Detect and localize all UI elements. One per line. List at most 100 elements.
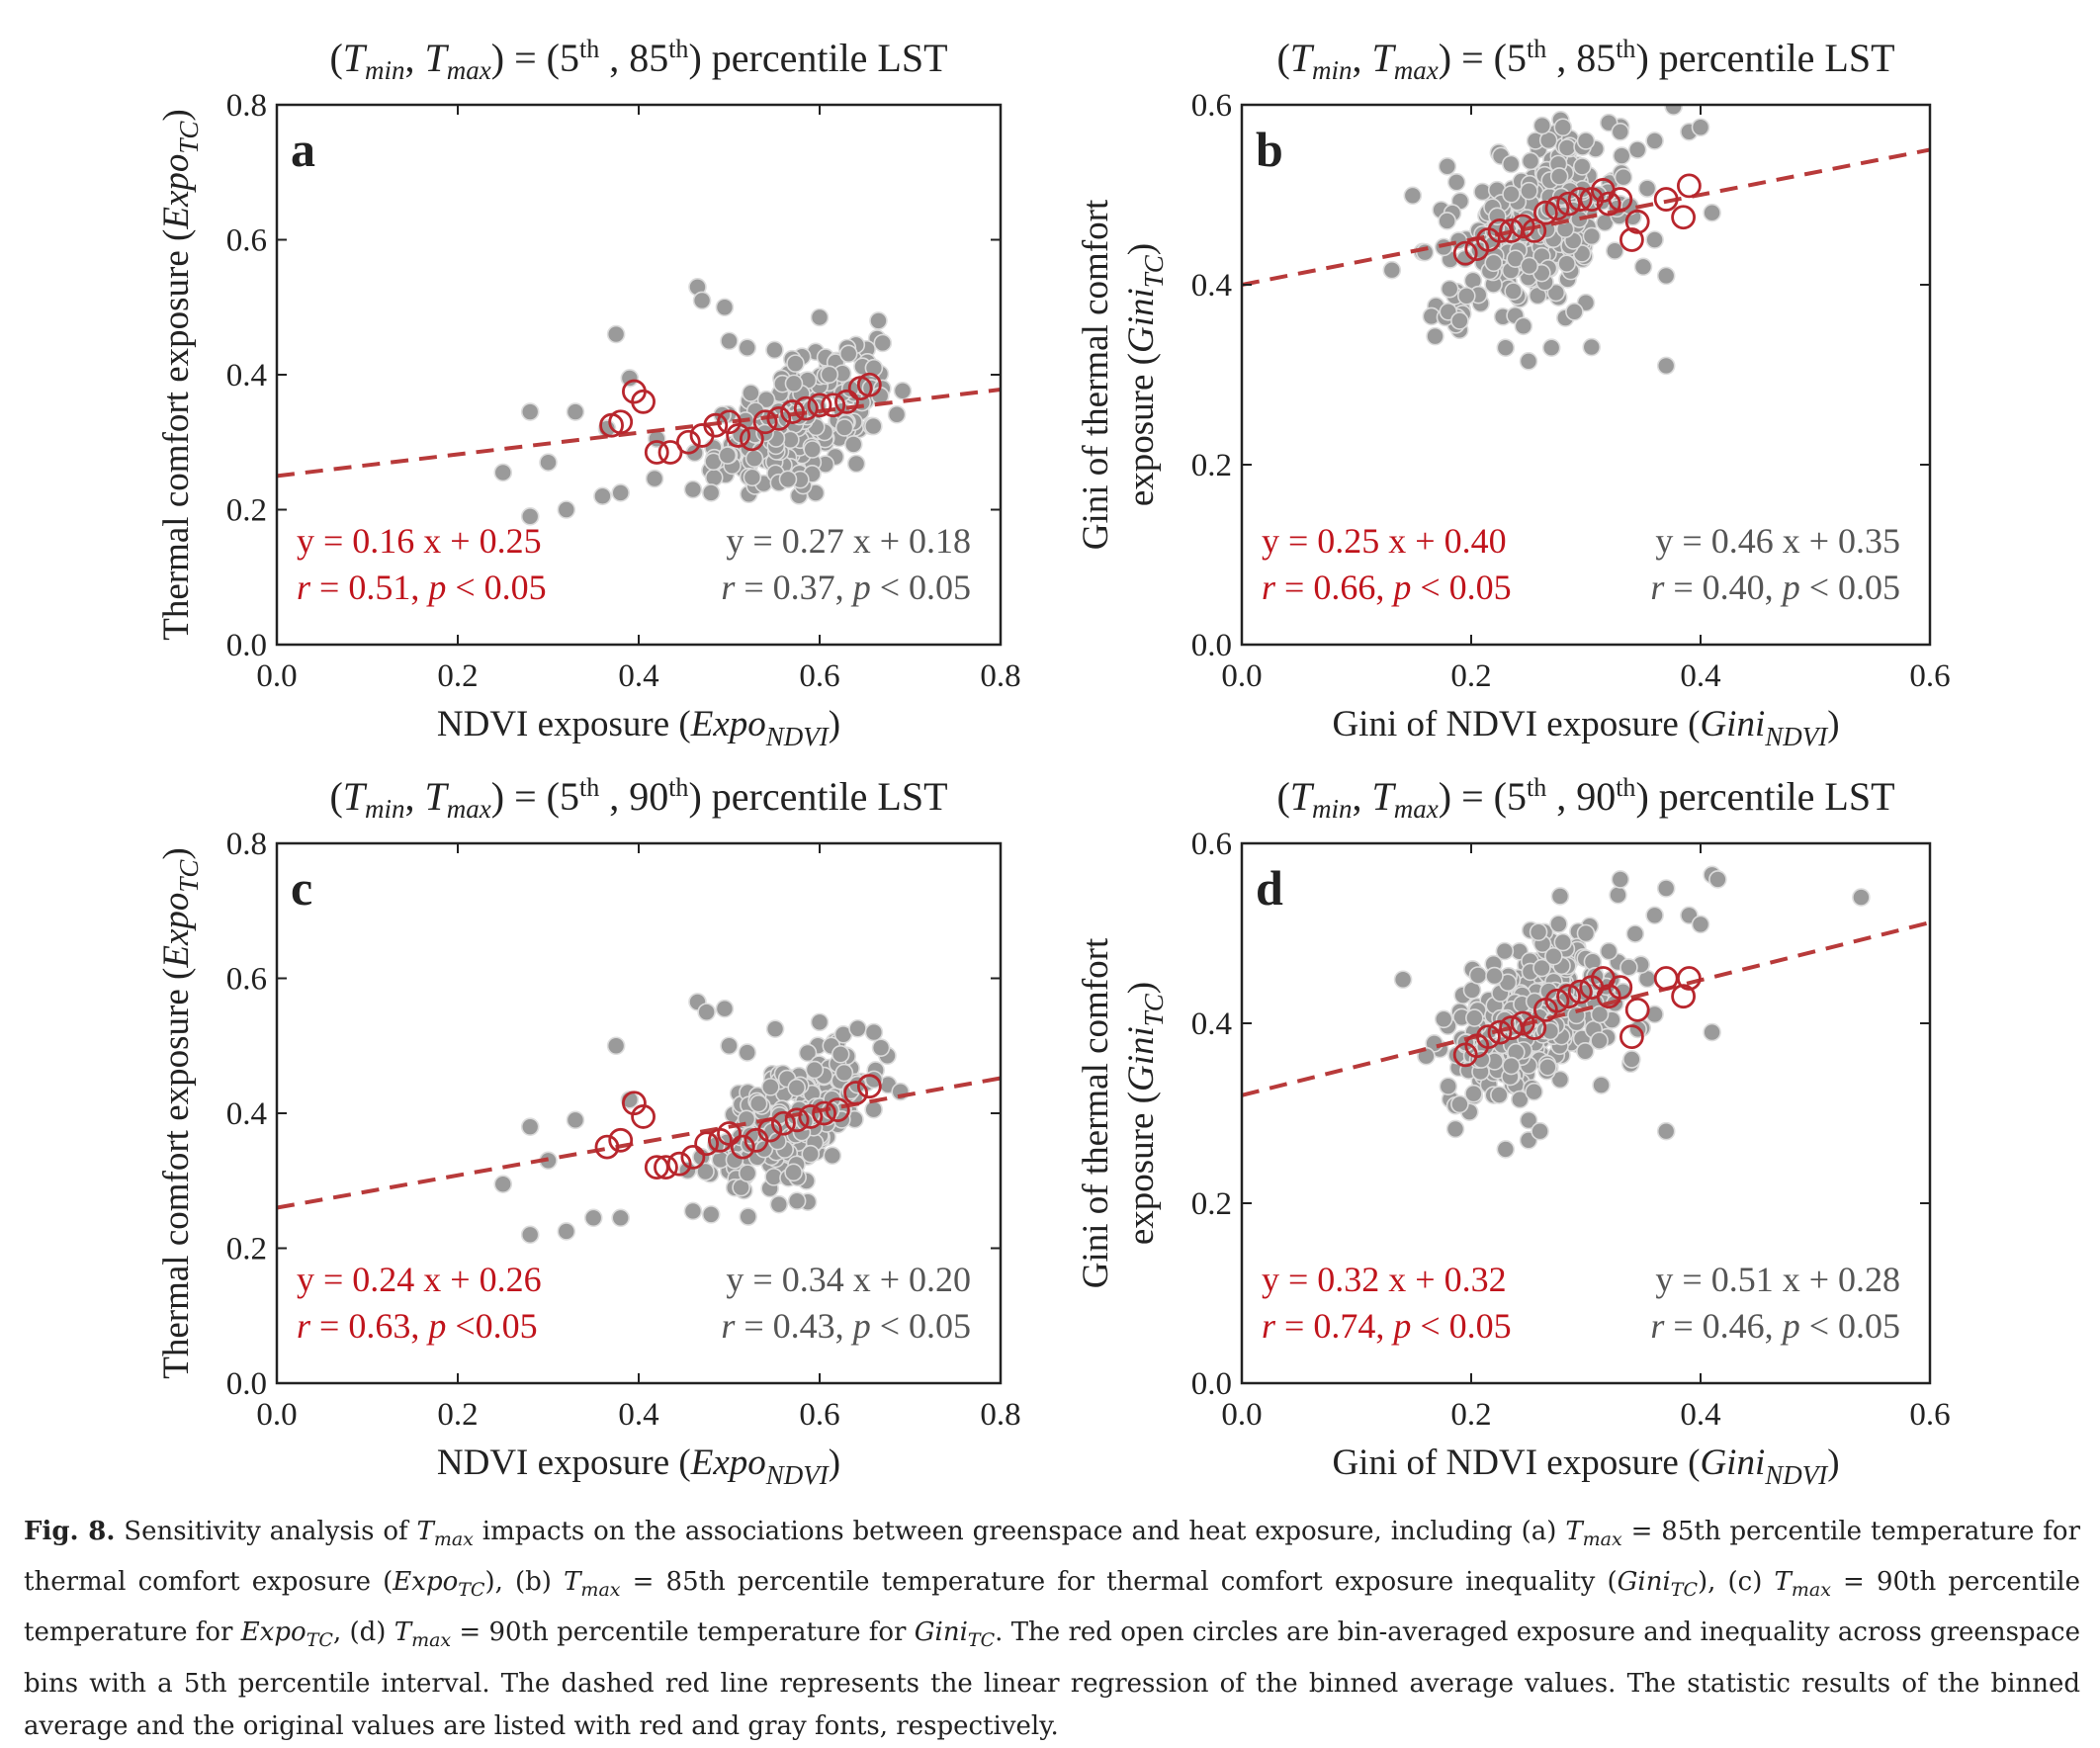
scatter-point	[539, 453, 558, 473]
x-tick-label: 0.4	[1680, 1397, 1720, 1433]
original-equation: y = 0.51 x + 0.28	[1655, 1260, 1900, 1299]
x-axis-label: NDVI exposure (ExpoNDVI)	[437, 1442, 840, 1490]
scatter-point	[823, 1146, 842, 1166]
scatter-point	[1456, 287, 1476, 306]
binned-point	[694, 1131, 720, 1157]
binned-point	[608, 1127, 634, 1153]
scatter-point	[1532, 116, 1552, 135]
scatter-point	[1576, 1041, 1595, 1061]
scatter-point	[805, 1060, 825, 1080]
scatter-point	[803, 440, 823, 459]
original-equation: y = 0.46 x + 0.35	[1655, 521, 1900, 561]
scatter-point	[1557, 254, 1576, 274]
x-tick-label: 0.4	[618, 1397, 658, 1433]
scatter-point	[683, 480, 703, 499]
binned-point	[812, 1100, 836, 1126]
x-tick-label: 0.2	[1450, 658, 1491, 694]
scatter-point	[701, 483, 721, 502]
binned-point	[730, 1134, 755, 1160]
figure: 0.0 0.2 0.4 0.6 0.8 0.0 0.2 0.4 0.6 0.8 a (Tmin, Tm…	[156, 35, 1951, 1490]
binned-point	[856, 1074, 882, 1099]
axes-frame	[1240, 841, 1932, 1385]
x-tick-label: 0.4	[618, 658, 658, 694]
scatter-point	[778, 470, 798, 489]
binned-point	[1476, 1024, 1501, 1050]
scatter-point	[611, 483, 631, 502]
scatter-point	[893, 381, 913, 400]
scatter-point	[1450, 311, 1469, 330]
scatter-point	[1502, 1056, 1521, 1076]
binned-point	[1608, 187, 1633, 212]
scatter-point	[1439, 1077, 1458, 1095]
x-tick-label: 0.6	[799, 658, 839, 694]
scatter-point	[873, 333, 893, 353]
binned-point	[1653, 187, 1679, 212]
scatter-point	[1501, 154, 1521, 174]
y-tick-label: 0.4	[226, 358, 267, 393]
scatter-point	[848, 1018, 867, 1038]
binned-point	[594, 1134, 620, 1160]
scatter-point	[1599, 941, 1619, 961]
scatter-point	[1531, 1121, 1549, 1141]
scatter-point	[742, 384, 760, 402]
scatter-point	[1553, 932, 1573, 952]
chart-title: (Tmin, Tmax) = (5th , 85th) percentile L…	[329, 35, 947, 85]
scatter-point	[1544, 946, 1563, 966]
scatter-point	[1434, 1009, 1453, 1029]
scatter-point	[1582, 337, 1602, 357]
scatter-point	[1495, 941, 1515, 961]
original-stats: r = 0.43, p < 0.05	[721, 1306, 971, 1346]
binned-point	[1608, 975, 1633, 1000]
scatter-point	[787, 1078, 807, 1097]
binned-point	[1671, 205, 1696, 230]
binned-point	[1510, 214, 1535, 239]
scatter-point	[1510, 1090, 1530, 1109]
y-tick-label: 0.4	[1191, 1006, 1232, 1042]
regression-line	[1242, 147, 1930, 287]
panel-d: 0.0 0.2 0.4 0.6 0.0 0.2 0.4 0.6 d (Tmin, Tmax) = …	[1076, 773, 1951, 1490]
scatter-point	[1656, 356, 1676, 376]
binned-point	[798, 1104, 824, 1129]
binned-point	[644, 440, 669, 465]
scatter-point	[1504, 282, 1523, 301]
x-tick-label: 0.8	[980, 658, 1020, 694]
binned-point	[793, 395, 819, 421]
scatter-point	[810, 1012, 830, 1032]
scatter-point	[583, 1208, 603, 1228]
scatter-point	[1529, 922, 1548, 942]
regression-line	[277, 388, 1001, 479]
scatter-point	[1541, 338, 1561, 358]
scatter-point	[761, 1078, 780, 1096]
binned-point	[622, 1091, 647, 1116]
binned-point	[1677, 173, 1702, 199]
scatter-point	[831, 1045, 850, 1064]
scatter-point	[520, 1117, 540, 1136]
binned-point	[1619, 227, 1644, 252]
scatter-point	[1538, 1057, 1557, 1077]
scatter-point	[834, 418, 854, 437]
binned-point	[1487, 1019, 1513, 1045]
scatter-point	[738, 338, 757, 358]
y-tick-label: 0.6	[226, 223, 267, 259]
x-tick-label: 0.2	[437, 658, 478, 694]
scatter-point	[765, 340, 784, 360]
original-stats: r = 0.40, p < 0.05	[1650, 568, 1900, 607]
binned-point	[703, 412, 729, 438]
scatter-point	[834, 1063, 854, 1083]
scatter-point	[1611, 870, 1630, 889]
caption-label: Fig. 8.	[24, 1517, 116, 1546]
y-tick-label: 0.6	[1191, 827, 1232, 862]
binned-point	[1671, 984, 1696, 1009]
scatter-point	[566, 402, 585, 421]
y-tick-label: 0.2	[1191, 448, 1232, 483]
binned-point	[856, 372, 882, 397]
scatter-point	[593, 486, 612, 506]
scatter-point	[1576, 923, 1596, 943]
scatter-point	[1446, 173, 1466, 192]
scatter-point	[704, 468, 724, 487]
panel-label: d	[1256, 860, 1283, 916]
binned-stats: r = 0.51, p < 0.05	[297, 568, 547, 607]
binned-point	[739, 426, 764, 452]
scatter-point	[1703, 203, 1721, 222]
binned-point	[1452, 240, 1478, 266]
